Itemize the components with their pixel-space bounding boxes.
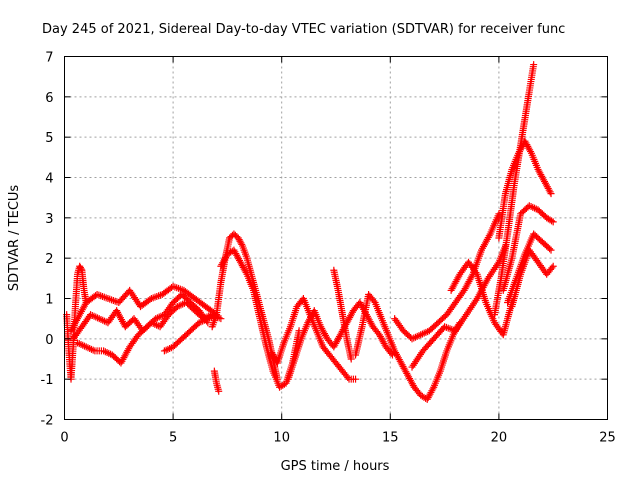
y-tick-label: 1 (45, 293, 53, 308)
y-tick-label: 2 (45, 252, 53, 267)
data-point (549, 262, 557, 270)
series-track-m (391, 210, 503, 343)
data-point (347, 355, 355, 363)
data-point (429, 385, 437, 393)
series-track-e (160, 311, 221, 355)
series-track-f (210, 367, 223, 395)
series-track-r (499, 202, 557, 294)
data-point (370, 297, 378, 305)
x-tick-label: 25 (599, 431, 616, 446)
series-track-n (408, 242, 509, 371)
data-point (546, 245, 554, 253)
plot-frame (64, 56, 608, 420)
series-track-k (330, 266, 355, 363)
chart-title: Day 245 of 2021, Sidereal Day-to-day VTE… (42, 22, 565, 37)
data-point (548, 264, 556, 272)
data-point (530, 61, 538, 69)
data-point (547, 246, 555, 254)
y-tick-label: 3 (45, 212, 53, 227)
data-point (77, 265, 85, 273)
x-tick-labels: 0 5 10 15 20 25 (60, 431, 615, 446)
series-track-q (495, 137, 555, 242)
data-point (73, 316, 81, 324)
data-point (548, 217, 556, 225)
data-point (238, 240, 246, 248)
data-point (344, 374, 352, 382)
data-point (547, 190, 555, 198)
data-point (472, 269, 480, 277)
data-point (527, 148, 535, 156)
data-point (352, 375, 360, 383)
data-point (459, 288, 467, 296)
data-point (242, 269, 250, 277)
data-point (215, 387, 223, 395)
x-tick-label: 5 (169, 431, 177, 446)
x-tick-label: 20 (491, 431, 508, 446)
y-axis-label: SDTVAR / TECUs (7, 185, 22, 292)
y-tick-label: 4 (45, 172, 53, 187)
y-tick-label: 6 (45, 91, 53, 106)
data-points (63, 61, 557, 403)
data-point (495, 210, 503, 218)
x-tick-label: 0 (60, 431, 68, 446)
data-point (549, 218, 557, 226)
tick-marks (64, 56, 608, 420)
x-axis-label: GPS time / hours (281, 459, 390, 474)
series-track-i (267, 295, 360, 383)
y-tick-label: 7 (45, 51, 53, 66)
x-tick-label: 15 (382, 431, 399, 446)
y-tick-label: 0 (45, 333, 53, 348)
y-tick-label: 5 (45, 131, 53, 146)
y-tick-label: -1 (41, 373, 54, 388)
y-tick-label: -2 (41, 414, 54, 429)
series-track-l (352, 290, 464, 403)
series-track-h (217, 246, 303, 391)
data-point (546, 188, 554, 196)
y-tick-labels: -2 -1 0 1 2 3 4 5 6 7 (41, 51, 54, 429)
x-tick-label: 10 (273, 431, 290, 446)
series-track-t (508, 246, 557, 311)
series-track-o (447, 258, 516, 339)
series-track-p (491, 61, 538, 319)
